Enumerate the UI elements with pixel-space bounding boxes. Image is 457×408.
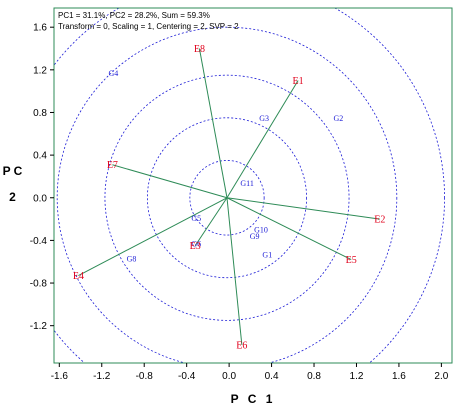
x-axis-title: P C 1 bbox=[231, 392, 276, 406]
genotype-label-g11: G11 bbox=[240, 179, 253, 188]
genotype-label-g9: G9 bbox=[250, 232, 260, 241]
concentric-circles bbox=[54, 8, 445, 363]
genotype-label-g3: G3 bbox=[259, 114, 269, 123]
plot-frame bbox=[53, 7, 453, 364]
x-tick-label: -1.2 bbox=[93, 371, 111, 382]
x-tick-label: 1.2 bbox=[350, 371, 364, 382]
x-tick-label: 1.6 bbox=[392, 371, 406, 382]
x-tick-label: -0.4 bbox=[178, 371, 196, 382]
y-tick-label: 1.2 bbox=[33, 65, 47, 76]
environment-vector-e8 bbox=[198, 48, 228, 198]
environment-label-e4: E4 bbox=[73, 271, 84, 282]
concentric-circle bbox=[189, 160, 265, 236]
x-tick-label: -0.8 bbox=[136, 371, 154, 382]
genotype-label-g1: G1 bbox=[262, 250, 272, 259]
x-tick-label: 2.0 bbox=[434, 371, 448, 382]
y-tick-label: 1.6 bbox=[33, 23, 47, 34]
genotype-label-g4: G4 bbox=[109, 69, 119, 78]
y-tick-label: 0.4 bbox=[33, 151, 47, 162]
genotype-label-g10: G10 bbox=[254, 226, 268, 235]
environment-vector-e5 bbox=[226, 197, 352, 261]
concentric-circle bbox=[146, 117, 307, 279]
y-tick-label: -0.8 bbox=[30, 279, 48, 290]
x-tick-label: 0.4 bbox=[265, 371, 279, 382]
x-tick-label: -1.6 bbox=[51, 371, 69, 382]
x-tick-label: 0.8 bbox=[307, 371, 321, 382]
y-tick-label: 0.0 bbox=[33, 193, 47, 204]
environment-vector-e3 bbox=[194, 197, 228, 247]
environment-label-e3: E3 bbox=[190, 241, 201, 252]
y-tick-label: 0.8 bbox=[33, 108, 47, 119]
info-line-1: PC1 = 31.1%, PC2 = 28.2%, Sum = 59.3% bbox=[58, 11, 210, 20]
environment-vector-e2 bbox=[226, 197, 380, 220]
environment-vector-e7 bbox=[112, 164, 228, 199]
environment-label-e5: E5 bbox=[346, 255, 357, 266]
y-axis-title-top: PC bbox=[3, 164, 26, 178]
x-tick-label: 0.0 bbox=[222, 371, 236, 382]
environment-label-e6: E6 bbox=[236, 340, 247, 351]
environment-label-e8: E8 bbox=[194, 44, 205, 55]
environment-vector-e6 bbox=[226, 197, 243, 345]
concentric-circle bbox=[104, 74, 350, 321]
info-line-2: Transform = 0, Scaling = 1, Centering = … bbox=[58, 22, 239, 31]
concentric-circle bbox=[54, 8, 445, 363]
environment-label-e2: E2 bbox=[374, 215, 385, 226]
y-axis-title-bottom: 2 bbox=[9, 190, 19, 204]
environment-label-e1: E1 bbox=[293, 76, 304, 87]
y-tick-label: -0.4 bbox=[30, 236, 48, 247]
environment-vector-e4 bbox=[78, 197, 228, 277]
environment-vectors bbox=[78, 48, 380, 345]
environment-vector-e1 bbox=[226, 80, 299, 199]
genotype-label-g6: G6 bbox=[191, 240, 201, 249]
concentric-circle bbox=[56, 26, 398, 363]
genotype-label-g8: G8 bbox=[127, 255, 137, 264]
y-tick-label: -1.2 bbox=[30, 321, 48, 332]
plot-background bbox=[54, 8, 452, 363]
genotype-label-g5: G5 bbox=[191, 214, 201, 223]
genotype-label-g2: G2 bbox=[334, 114, 344, 123]
environment-label-e7: E7 bbox=[107, 160, 118, 171]
environment-labels: E1 E2 E3 E4 E5 E6 E7 E8 bbox=[73, 44, 386, 351]
axis-ticks: -1.6 -1.2 -0.8 -0.4 0.0 0.4 0.8 1.2 1.6 2.0 1.6 1.2… bbox=[30, 23, 449, 382]
